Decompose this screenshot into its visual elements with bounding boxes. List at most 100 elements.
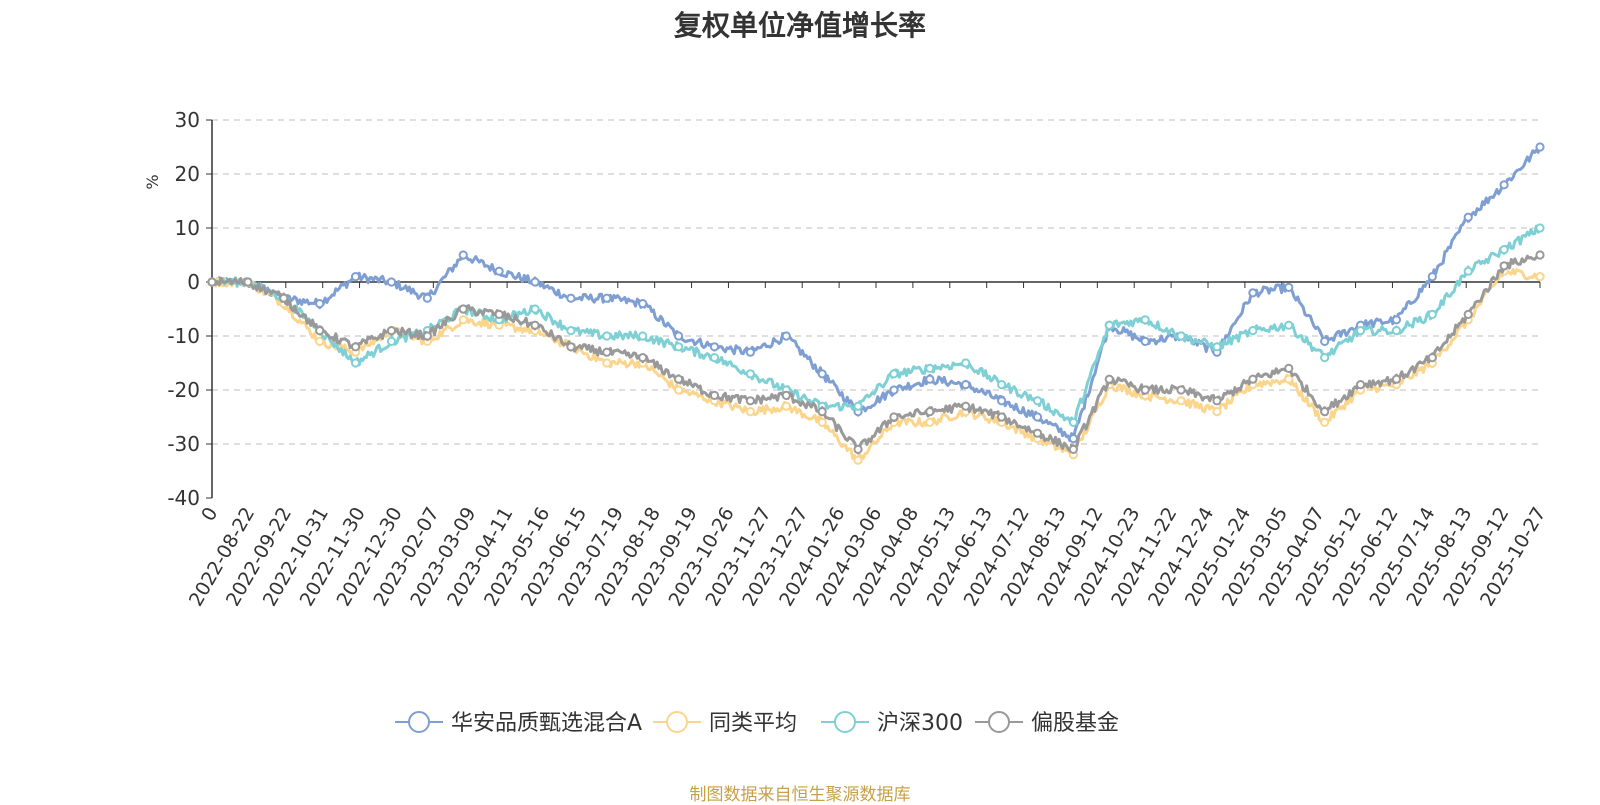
data-point [1535,223,1545,233]
data-point [602,347,612,357]
data-point [745,396,755,406]
data-point [386,326,397,336]
data-point [566,326,576,336]
data-point [997,412,1007,422]
data-point [925,363,935,373]
data-point [745,369,755,379]
legend-marker [834,711,856,733]
data-point [853,401,863,411]
data-point [350,358,361,368]
data-point [1355,326,1366,336]
legend-label: 同类平均 [709,711,797,736]
data-point [745,407,755,417]
data-point [530,277,540,287]
data-point [1284,374,1294,384]
legend-label: 华安品质甄选混合A [451,711,642,736]
data-point [925,417,935,427]
data-point [1391,374,1402,384]
data-point [458,250,468,260]
data-point [961,358,971,368]
data-point [817,407,827,417]
data-point [889,369,899,379]
data-point [1427,309,1437,319]
data-point [817,369,827,379]
data-point [1320,353,1330,363]
data-point [1140,385,1150,395]
data-point [1068,417,1079,427]
data-point [961,401,971,411]
data-point [638,353,648,363]
data-point [1248,288,1258,298]
data-point [638,299,648,309]
data-point [1284,363,1294,373]
data-point [1320,417,1330,427]
data-point [925,407,935,417]
data-point [1140,315,1150,325]
data-point [1212,407,1222,417]
data-point [566,293,576,303]
data-point [1463,266,1473,276]
data-point [350,272,361,282]
y-tick-label: 0 [187,270,200,294]
data-point [889,412,899,422]
legend-label: 偏股基金 [1031,711,1119,736]
data-point [997,380,1007,390]
data-point [1535,250,1545,260]
data-point [1176,396,1186,406]
data-point [781,401,791,411]
data-point [1140,336,1150,346]
data-point [494,309,504,319]
data-point [1032,396,1043,406]
data-point [853,455,863,465]
legend-marker [988,711,1010,733]
data-point [1068,434,1079,444]
data-point [673,331,684,341]
data-point [889,385,899,395]
data-point [1212,396,1222,406]
data-point [781,390,791,400]
data-point [709,342,720,352]
data-point [1499,180,1509,190]
data-point [1284,282,1294,292]
line-chart: 3020100-10-20-30-40%02022-08-222022-09-2… [143,108,1550,736]
data-point [1499,245,1509,255]
data-point [1391,326,1402,336]
x-tick-label: 0 [197,504,222,525]
data-point [243,277,253,287]
data-point [602,331,612,341]
data-point [1032,428,1043,438]
data-point [638,331,648,341]
series-line [210,224,1542,423]
legend-marker [408,711,430,733]
legend-marker [666,711,688,733]
data-point [925,374,935,384]
y-tick-label: 10 [175,216,200,240]
data-point [997,396,1007,406]
data-point [673,342,684,352]
data-point [458,315,468,325]
data-point [1427,272,1437,282]
data-point [315,336,325,346]
y-tick-label: -10 [167,324,200,348]
y-tick-label: -30 [167,432,200,456]
data-point [1535,272,1545,282]
series-line [211,251,1542,455]
chart-title: 复权单位净值增长率 [673,9,926,42]
data-point [673,385,684,395]
data-point [1032,412,1043,422]
y-tick-label: -40 [167,486,200,510]
data-point [602,293,612,303]
y-tick-label: 20 [175,162,200,186]
y-tick-label: -20 [167,378,200,402]
data-point [350,342,361,352]
series-line [211,267,1542,461]
data-point [207,277,217,287]
data-point [386,336,397,346]
data-point [1284,320,1294,330]
data-point [494,266,504,276]
data-point [745,347,755,357]
data-point [853,444,863,454]
data-point [1248,326,1258,336]
data-point [1068,444,1079,454]
